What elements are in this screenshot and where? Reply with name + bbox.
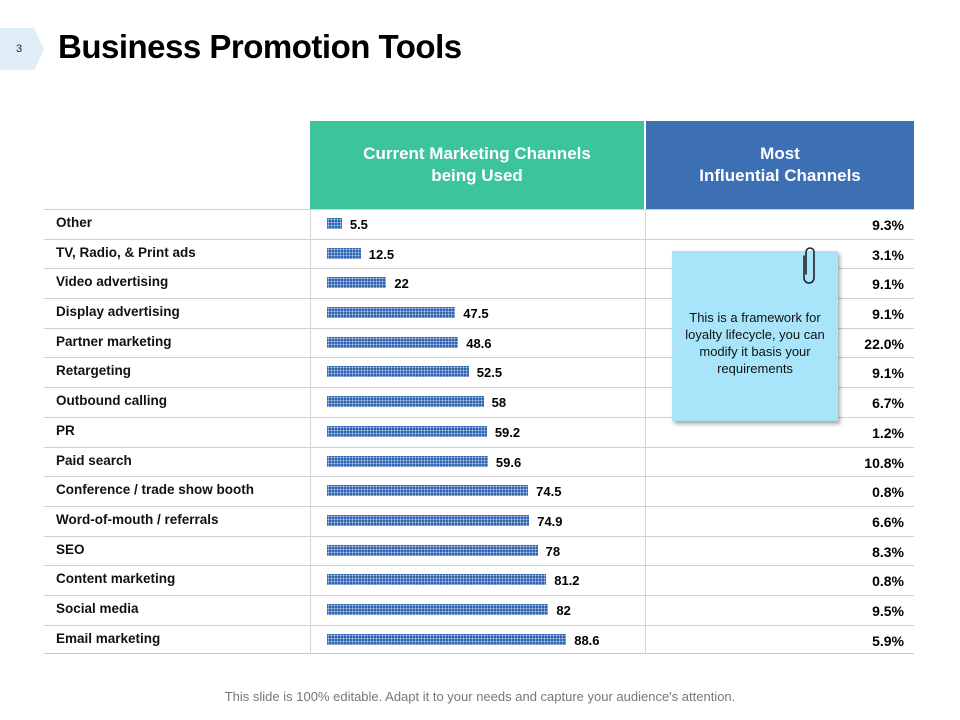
channel-label: Word-of-mouth / referrals <box>56 511 219 527</box>
bar-value-label: 22 <box>394 276 409 292</box>
current-channel-bar <box>327 603 549 615</box>
influential-header-line2: Influential Channels <box>699 166 861 185</box>
table-row: PR 59.2 1.2% <box>44 416 914 447</box>
bar-value-label: 52.5 <box>476 365 503 381</box>
influential-percent: 1.2% <box>872 424 904 441</box>
channel-label: TV, Radio, & Print ads <box>56 244 196 260</box>
channel-label: Content marketing <box>56 571 176 587</box>
column-divider <box>310 209 311 654</box>
channel-label: SEO <box>56 541 85 557</box>
table-row: Video advertising 22 9.1% <box>44 268 914 298</box>
influential-percent: 8.3% <box>872 543 904 560</box>
table-row: Other 5.5 9.3% <box>44 209 914 239</box>
table-row: Display advertising 47.5 9.1% <box>44 298 914 328</box>
channel-label: PR <box>56 422 75 438</box>
column-divider <box>645 209 646 654</box>
bar-value-label: 12.5 <box>368 246 395 262</box>
sticky-note-text: This is a framework for loyalty lifecycl… <box>685 310 825 376</box>
bar-value-label: 47.5 <box>463 306 489 322</box>
influential-percent: 0.8% <box>872 573 904 590</box>
table-row: Conference / trade show booth 74.5 0.8% <box>44 476 914 506</box>
current-channel-bar <box>327 396 484 408</box>
current-channel-bar <box>327 247 361 259</box>
current-channel-bar <box>327 544 538 556</box>
channel-label: Outbound calling <box>56 393 167 409</box>
channel-label: Conference / trade show booth <box>56 482 255 498</box>
current-channel-bar <box>327 307 456 319</box>
channel-label: Social media <box>56 600 139 616</box>
channel-label: Email marketing <box>56 630 161 646</box>
footer-note: This slide is 100% editable. Adapt it to… <box>224 689 736 704</box>
influential-percent: 0.8% <box>872 484 904 501</box>
bar-value-label: 74.5 <box>536 484 562 500</box>
sticky-note: This is a framework for loyalty lifecycl… <box>672 251 838 421</box>
current-channel-bar <box>327 633 567 645</box>
bar-value-label: 59.2 <box>494 424 521 440</box>
influential-header-line1: Most <box>760 144 800 163</box>
current-channel-bar <box>327 574 547 586</box>
table-row: Content marketing 81.2 0.8% <box>44 565 914 595</box>
current-channel-bar <box>327 485 529 497</box>
influential-percent: 5.9% <box>872 632 904 649</box>
current-channel-bar <box>327 277 387 289</box>
channel-label: Other <box>56 215 93 230</box>
influential-percent: 9.5% <box>872 602 904 619</box>
influential-percent: 6.7% <box>872 395 904 412</box>
current-channel-bar <box>327 455 488 467</box>
table-row: Paid search 59.6 10.8% <box>44 446 914 477</box>
bar-value-label: 81.2 <box>554 573 580 589</box>
bar-value-label: 82 <box>556 602 571 618</box>
influential-percent: 9.1% <box>872 276 904 293</box>
current-channel-bar <box>327 514 530 526</box>
influential-percent: 22.0% <box>864 335 904 352</box>
current-channel-bar <box>327 218 342 229</box>
influential-percent: 9.1% <box>872 306 904 323</box>
bar-value-label: 59.6 <box>495 454 522 470</box>
channel-label: Partner marketing <box>56 333 172 349</box>
channel-table: Other 5.5 9.3% TV, Radio, & Print ads 12.5 3.… <box>44 209 914 655</box>
table-row: Retargeting 52.5 9.1% <box>44 357 914 387</box>
paperclip-icon <box>803 247 815 284</box>
table-row: TV, Radio, & Print ads 12.5 3.1% <box>44 238 914 269</box>
table-row: Social media 82 9.5% <box>44 594 914 625</box>
bar-value-label: 78 <box>545 543 561 559</box>
table-row: Email marketing 88.6 5.9% <box>44 624 914 655</box>
influential-percent: 10.8% <box>864 454 904 471</box>
current-header-line2: being Used <box>431 166 523 185</box>
channel-label: Retargeting <box>56 363 132 379</box>
channel-label: Video advertising <box>56 274 169 290</box>
table-row: Outbound calling 58 6.7% <box>44 387 914 417</box>
bar-value-label: 74.9 <box>537 513 563 529</box>
bar-value-label: 58 <box>491 395 507 411</box>
influential-percent: 6.6% <box>872 513 904 530</box>
influential-percent: 9.3% <box>872 217 904 233</box>
current-channels-header: Current Marketing Channels being Used <box>310 121 644 209</box>
influential-channels-header: Most Influential Channels <box>646 121 914 209</box>
current-header-line1: Current Marketing Channels <box>363 144 591 163</box>
table-row: Partner marketing 48.6 22.0% <box>44 327 914 358</box>
current-channel-bar <box>327 366 469 378</box>
influential-percent: 9.1% <box>872 365 904 382</box>
channel-label: Display advertising <box>56 304 180 320</box>
table-row: SEO 78 8.3% <box>44 535 914 566</box>
bar-value-label: 5.5 <box>349 217 368 232</box>
slide-number: 3 <box>15 43 23 55</box>
slide-number-badge: 3 <box>0 28 44 70</box>
bar-value-label: 48.6 <box>466 335 492 351</box>
current-channel-bar <box>327 336 459 348</box>
bar-value-label: 88.6 <box>574 632 600 648</box>
influential-percent: 3.1% <box>872 246 904 263</box>
current-channel-bar <box>327 425 487 437</box>
channel-label: Paid search <box>56 452 132 468</box>
table-row: Word-of-mouth / referrals 74.9 6.6% <box>44 505 914 536</box>
page-title: Business Promotion Tools <box>58 28 462 65</box>
